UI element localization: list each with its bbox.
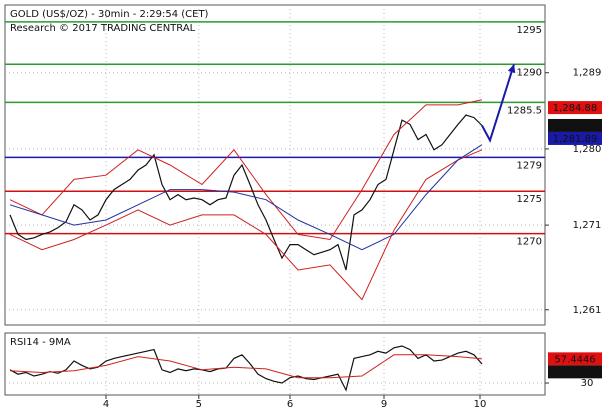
price-panel: [4, 4, 546, 326]
chart-title: GOLD (US$/OZ) - 30min - 2:29:54 (CET): [10, 9, 209, 20]
level-label: 1290: [517, 67, 542, 78]
x-tick-label: 5: [196, 399, 202, 410]
level-label: 1285.5: [507, 105, 542, 116]
series-line: [9, 354, 483, 379]
value-box: [548, 131, 602, 145]
value-box: [548, 101, 602, 115]
y-tick-label: 1,289: [573, 68, 602, 79]
series-line: [9, 114, 483, 271]
series-line: [9, 149, 483, 301]
x-tick-label: 9: [381, 399, 387, 410]
y-tick-label: 1,271: [573, 220, 602, 231]
chart-subtitle: Research © 2017 TRADING CENTRAL: [10, 23, 196, 34]
forecast-arrowhead: [507, 64, 516, 74]
level-label: 1270: [517, 237, 542, 248]
x-tick-label: 10: [474, 399, 487, 410]
rsi-panel: [4, 332, 546, 396]
value-box: [548, 352, 602, 366]
value-box-label: 1,284.88: [553, 103, 598, 114]
x-tick-label: 4: [103, 399, 109, 410]
value-box-label: 57.4446: [554, 354, 595, 365]
value-box-label: 1,281.89: [553, 134, 598, 145]
value-box: [548, 365, 602, 379]
series-line: [9, 99, 483, 241]
level-label: 1295: [517, 25, 542, 36]
y-tick-label: 1,280: [573, 144, 602, 155]
rsi-title: RSI14 - 9MA: [10, 337, 71, 348]
forecast-arrow: [481, 63, 515, 143]
value-box-label: 51.5567: [554, 367, 595, 378]
level-label: 1279: [517, 160, 542, 171]
y-tick-label: 1,261: [573, 305, 602, 316]
y-tick-label: 30: [581, 378, 594, 389]
level-label: 1275: [517, 194, 542, 205]
value-box: [548, 118, 602, 132]
value-box-label: 1,282.77: [553, 121, 598, 132]
series-line: [9, 144, 483, 251]
x-tick-label: 6: [287, 399, 293, 410]
